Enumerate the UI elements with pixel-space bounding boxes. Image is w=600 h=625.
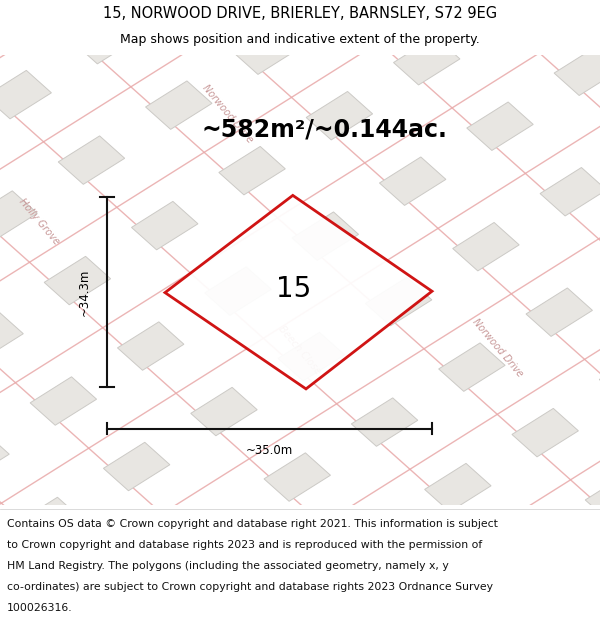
Polygon shape — [219, 146, 285, 195]
Polygon shape — [233, 26, 299, 74]
Polygon shape — [337, 518, 404, 567]
Polygon shape — [44, 256, 110, 305]
Text: 15, NORWOOD DRIVE, BRIERLEY, BARNSLEY, S72 9EG: 15, NORWOOD DRIVE, BRIERLEY, BARNSLEY, S… — [103, 6, 497, 21]
Polygon shape — [72, 16, 139, 64]
Polygon shape — [467, 102, 533, 151]
Polygon shape — [0, 432, 9, 480]
Polygon shape — [379, 157, 446, 206]
Polygon shape — [58, 136, 125, 184]
Text: Beech Close: Beech Close — [277, 324, 323, 376]
Polygon shape — [0, 311, 23, 360]
Text: to Crown copyright and database rights 2023 and is reproduced with the permissio: to Crown copyright and database rights 2… — [7, 541, 482, 551]
Polygon shape — [439, 343, 505, 391]
Text: co-ordinates) are subject to Crown copyright and database rights 2023 Ordnance S: co-ordinates) are subject to Crown copyr… — [7, 582, 493, 592]
Polygon shape — [540, 168, 600, 216]
Text: Norwood Drive: Norwood Drive — [201, 82, 255, 144]
Polygon shape — [498, 529, 565, 578]
Polygon shape — [292, 212, 359, 261]
Polygon shape — [191, 388, 257, 436]
Text: ~35.0m: ~35.0m — [246, 444, 293, 458]
Polygon shape — [0, 191, 37, 239]
Polygon shape — [365, 278, 432, 326]
Text: ~34.3m: ~34.3m — [77, 268, 91, 316]
Text: HM Land Registry. The polygons (including the associated geometry, namely x, y: HM Land Registry. The polygons (includin… — [7, 561, 449, 571]
Polygon shape — [526, 288, 592, 336]
Polygon shape — [512, 408, 578, 457]
Polygon shape — [352, 398, 418, 446]
Polygon shape — [320, 0, 386, 19]
Polygon shape — [176, 508, 243, 556]
Text: Map shows position and indicative extent of the property.: Map shows position and indicative extent… — [120, 33, 480, 46]
Text: 15: 15 — [277, 275, 311, 303]
Polygon shape — [118, 322, 184, 370]
Polygon shape — [131, 201, 198, 250]
Polygon shape — [16, 498, 83, 546]
Polygon shape — [278, 332, 344, 381]
Polygon shape — [30, 377, 97, 425]
Polygon shape — [0, 71, 52, 119]
Text: Contains OS data © Crown copyright and database right 2021. This information is : Contains OS data © Crown copyright and d… — [7, 519, 498, 529]
Polygon shape — [165, 196, 432, 389]
Polygon shape — [306, 91, 373, 140]
Polygon shape — [103, 442, 170, 491]
Text: Norwood Drive: Norwood Drive — [471, 316, 525, 379]
Text: Holly Grove: Holly Grove — [17, 196, 61, 246]
Polygon shape — [481, 0, 547, 30]
Polygon shape — [585, 474, 600, 522]
Polygon shape — [599, 354, 600, 402]
Text: 100026316.: 100026316. — [7, 603, 73, 613]
Polygon shape — [394, 36, 460, 85]
Polygon shape — [554, 47, 600, 96]
Polygon shape — [264, 453, 331, 501]
Polygon shape — [146, 81, 212, 129]
Text: ~582m²/~0.144ac.: ~582m²/~0.144ac. — [201, 118, 447, 141]
Polygon shape — [425, 463, 491, 512]
Polygon shape — [205, 267, 271, 316]
Polygon shape — [453, 222, 519, 271]
